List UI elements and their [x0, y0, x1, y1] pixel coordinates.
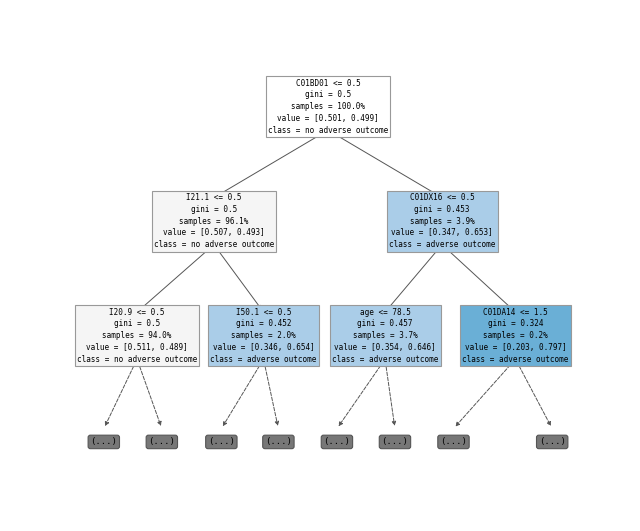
Text: (...): (...) — [208, 438, 235, 447]
Text: (...): (...) — [381, 438, 408, 447]
Text: (...): (...) — [539, 438, 566, 447]
Text: I21.1 <= 0.5
gini = 0.5
samples = 96.1%
value = [0.507, 0.493]
class = no advers: I21.1 <= 0.5 gini = 0.5 samples = 96.1% … — [154, 193, 274, 249]
Text: I20.9 <= 0.5
gini = 0.5
samples = 94.0%
value = [0.511, 0.489]
class = no advers: I20.9 <= 0.5 gini = 0.5 samples = 94.0% … — [77, 307, 197, 364]
Text: (...): (...) — [90, 438, 117, 447]
Text: age <= 78.5
gini = 0.457
samples = 3.7%
value = [0.354, 0.646]
class = adverse o: age <= 78.5 gini = 0.457 samples = 3.7% … — [332, 307, 438, 364]
Text: (...): (...) — [323, 438, 350, 447]
Text: C01DX16 <= 0.5
gini = 0.453
samples = 3.9%
value = [0.347, 0.653]
class = advers: C01DX16 <= 0.5 gini = 0.453 samples = 3.… — [389, 193, 495, 249]
Text: (...): (...) — [265, 438, 292, 447]
Text: C01DA14 <= 1.5
gini = 0.324
samples = 0.2%
value = [0.203, 0.797]
class = advers: C01DA14 <= 1.5 gini = 0.324 samples = 0.… — [462, 307, 569, 364]
Text: I50.1 <= 0.5
gini = 0.452
samples = 2.0%
value = [0.346, 0.654]
class = adverse : I50.1 <= 0.5 gini = 0.452 samples = 2.0%… — [211, 307, 317, 364]
Text: C01BD01 <= 0.5
gini = 0.5
samples = 100.0%
value = [0.501, 0.499]
class = no adv: C01BD01 <= 0.5 gini = 0.5 samples = 100.… — [268, 79, 388, 135]
Text: (...): (...) — [148, 438, 175, 447]
Text: (...): (...) — [440, 438, 467, 447]
